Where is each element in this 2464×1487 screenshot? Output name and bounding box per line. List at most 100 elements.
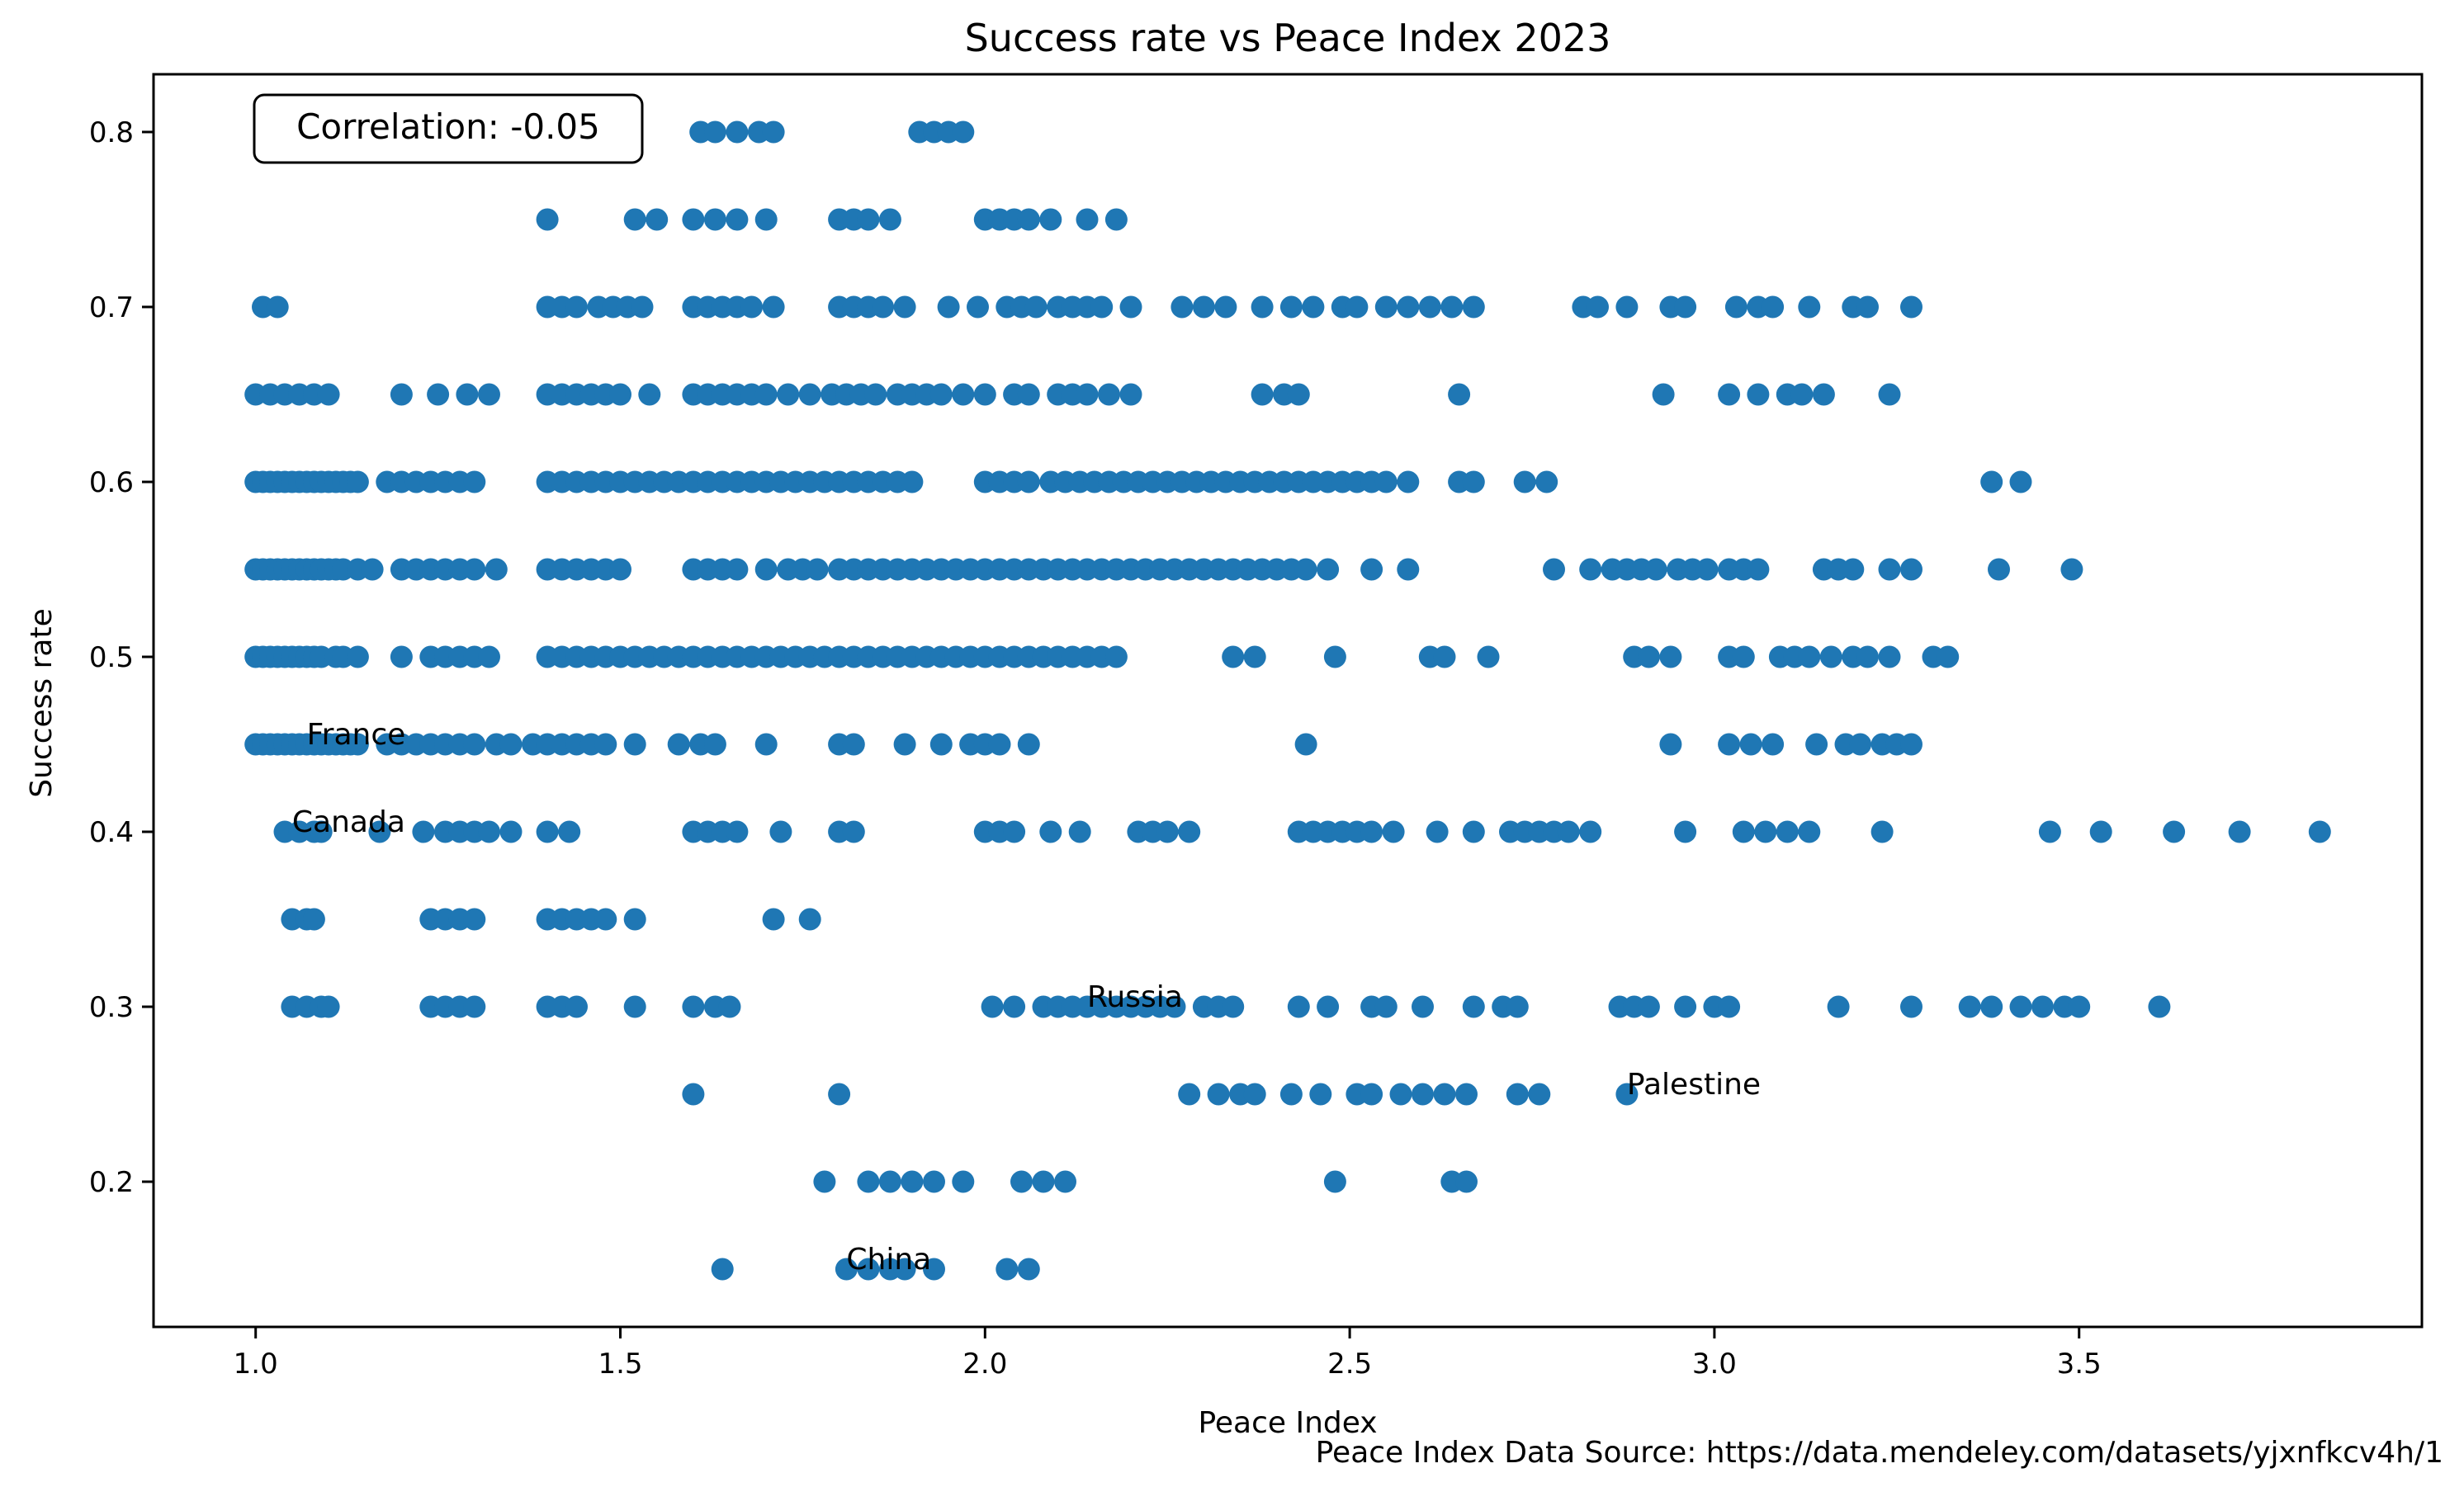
data-point <box>302 908 325 931</box>
annotation-label: France <box>307 718 406 752</box>
data-point <box>740 295 764 319</box>
data-point <box>2060 558 2083 581</box>
data-point <box>711 1258 734 1281</box>
data-point <box>346 733 369 756</box>
data-point <box>1302 295 1325 319</box>
data-point <box>1054 1170 1076 1193</box>
data-point <box>536 820 559 843</box>
data-point <box>1317 995 1340 1018</box>
data-point <box>1317 558 1340 581</box>
data-point <box>1104 208 1128 231</box>
data-point <box>798 908 821 931</box>
source-note: Peace Index Data Source: https://data.me… <box>1316 1436 2443 1470</box>
data-point <box>1294 733 1317 756</box>
data-point <box>1842 558 1865 581</box>
data-point <box>1637 645 1660 668</box>
data-point <box>317 995 340 1018</box>
data-point <box>565 995 588 1018</box>
data-point <box>1798 820 1821 843</box>
data-point <box>478 820 500 843</box>
data-point <box>1374 295 1398 319</box>
data-point <box>1360 1083 1383 1106</box>
y-tick-label: 0.4 <box>89 816 134 849</box>
data-point <box>762 908 785 931</box>
data-point <box>1039 208 1062 231</box>
data-point <box>1207 1083 1230 1106</box>
data-point <box>813 1170 836 1193</box>
data-point <box>1798 645 1821 668</box>
annotation-label: Canada <box>292 805 405 839</box>
data-point <box>1754 820 1777 843</box>
data-point <box>463 908 486 931</box>
data-point <box>594 908 617 931</box>
data-point <box>1374 470 1398 493</box>
data-point <box>996 1258 1019 1281</box>
data-point <box>1178 1083 1201 1106</box>
data-point <box>623 908 646 931</box>
data-point <box>631 295 654 319</box>
data-point <box>2031 995 2054 1018</box>
data-point <box>1812 383 1835 406</box>
y-tick-label: 0.6 <box>89 466 134 499</box>
data-point <box>1426 820 1449 843</box>
data-point <box>762 295 785 319</box>
data-point <box>1724 295 1748 319</box>
data-point <box>485 558 508 581</box>
data-point <box>703 120 726 144</box>
data-point <box>1870 820 1894 843</box>
data-point <box>2009 995 2032 1018</box>
data-point <box>1637 995 1660 1018</box>
data-point <box>1819 645 1842 668</box>
data-point <box>1615 295 1639 319</box>
y-tick-label: 0.7 <box>89 291 134 324</box>
data-point <box>923 1170 945 1193</box>
data-point <box>952 120 975 144</box>
data-point <box>857 208 880 231</box>
correlation-box: Correlation: -0.05 <box>253 93 644 164</box>
data-point <box>1856 295 1879 319</box>
data-point <box>1222 995 1245 1018</box>
data-point <box>842 733 865 756</box>
data-point <box>878 208 901 231</box>
data-point <box>726 120 749 144</box>
correlation-label: Correlation: -0.05 <box>296 106 600 147</box>
data-point <box>1251 383 1274 406</box>
data-point <box>1477 645 1500 668</box>
data-point <box>726 558 749 581</box>
data-point <box>609 558 631 581</box>
x-tick-label: 3.0 <box>1692 1348 1737 1381</box>
data-point <box>1732 645 1755 668</box>
data-point <box>638 383 661 406</box>
data-point <box>901 470 924 493</box>
data-point <box>346 645 369 668</box>
data-point <box>499 733 523 756</box>
data-point <box>864 383 887 406</box>
data-point <box>952 383 975 406</box>
data-point <box>1732 820 1755 843</box>
data-point <box>1279 295 1303 319</box>
data-point <box>1900 995 1922 1018</box>
data-point <box>1418 295 1441 319</box>
data-point <box>2038 820 2061 843</box>
data-point <box>1980 470 2003 493</box>
annotation-label: Russia <box>1087 980 1183 1014</box>
data-point <box>754 383 778 406</box>
data-point <box>1003 995 1026 1018</box>
data-point <box>1462 995 1485 1018</box>
data-point <box>1017 733 1040 756</box>
data-point <box>682 208 705 231</box>
data-point <box>1798 295 1821 319</box>
data-point <box>1171 295 1194 319</box>
data-point <box>893 295 916 319</box>
data-point <box>2068 995 2091 1018</box>
data-point <box>1309 1083 1332 1106</box>
data-point <box>558 820 581 843</box>
data-point <box>1535 470 1558 493</box>
data-point <box>456 383 479 406</box>
data-point <box>929 383 953 406</box>
data-point <box>1382 820 1405 843</box>
data-point <box>1988 558 2010 581</box>
data-point <box>1251 295 1274 319</box>
data-point <box>872 295 895 319</box>
data-point <box>1462 295 1485 319</box>
